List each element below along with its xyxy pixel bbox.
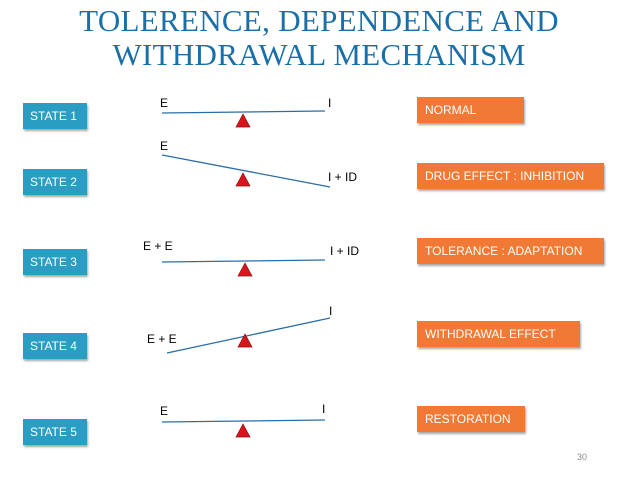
state-1-box: STATE 1	[23, 103, 87, 129]
state-1-left-label: E	[160, 96, 169, 110]
state-4-beam	[166, 317, 331, 354]
page-number: 30	[577, 452, 588, 462]
state-3-right-label: I + ID	[330, 244, 360, 258]
state-4-left-label: E + E	[147, 332, 177, 346]
state-5-beam	[161, 419, 326, 423]
state-2-beam	[161, 154, 331, 188]
state-1-fulcrum-icon	[235, 113, 251, 128]
title-line-2: WITHDRAWAL MECHANISM	[112, 37, 526, 72]
state-2-right-label: I + ID	[328, 170, 358, 184]
state-5-left-label: E	[160, 404, 169, 418]
state-3-box: STATE 3	[23, 249, 87, 275]
state-2-fulcrum-icon	[235, 172, 251, 187]
state-4-right-label: I	[329, 304, 333, 318]
effect-adaptation-box: TOLERANCE : ADAPTATION	[417, 238, 604, 264]
slide-title: TOLERENCE, DEPENDENCE AND WITHDRAWAL MEC…	[0, 4, 638, 72]
state-1-right-label: I	[328, 96, 332, 110]
state-3-beam	[161, 259, 326, 263]
effect-restoration-box: RESTORATION	[417, 406, 525, 432]
state-5-fulcrum-icon	[235, 423, 251, 438]
state-4-box: STATE 4	[23, 333, 87, 359]
state-3-left-label: E + E	[143, 239, 173, 253]
state-4-fulcrum-icon	[237, 333, 253, 348]
state-2-left-label: E	[160, 139, 169, 153]
state-5-right-label: I	[322, 402, 326, 416]
state-5-box: STATE 5	[23, 419, 87, 445]
title-line-1: TOLERENCE, DEPENDENCE AND	[79, 3, 559, 38]
state-3-fulcrum-icon	[237, 262, 253, 277]
effect-withdrawal-box: WITHDRAWAL EFFECT	[417, 321, 580, 347]
effect-inhibition-box: DRUG EFFECT : INHIBITION	[417, 163, 604, 189]
state-2-box: STATE 2	[23, 169, 87, 195]
effect-normal-box: NORMAL	[417, 97, 524, 123]
state-1-beam	[161, 110, 326, 114]
